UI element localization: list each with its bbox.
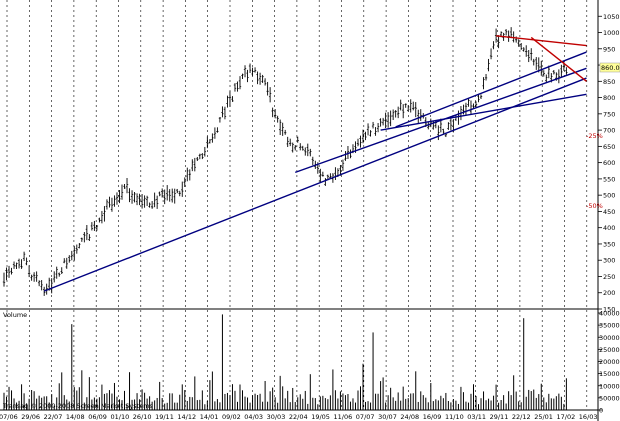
x-tick-label: 22/12 <box>512 413 531 421</box>
x-tick-label: 07/06 <box>0 413 18 421</box>
x-tick-label: 09/02 <box>222 413 241 421</box>
current-price-box <box>599 62 620 73</box>
price-tick-label: 600 <box>603 159 615 167</box>
price-tick-label: 300 <box>603 257 615 265</box>
price-axis: 150 200 250 300 350 400 450 500 550 600 650 700 750 8… <box>598 13 620 314</box>
volume-tick-label: 50000 <box>599 394 620 402</box>
x-tick-label: 29/06 <box>21 413 40 421</box>
copyright-text: Transaq © 2000-2008 Screen Market System… <box>2 402 153 410</box>
x-tick-label: 25/01 <box>534 413 553 421</box>
price-tick-label: 500 <box>603 192 615 200</box>
trendline <box>395 51 587 128</box>
volume-tick-label: 350000 <box>599 322 620 330</box>
x-axis: 07/06 29/06 22/07 14/08 06/09 01/10 26/10 19/11… <box>0 413 598 421</box>
x-tick-label: 07/07 <box>356 413 375 421</box>
price-tick-label: 400 <box>603 224 615 232</box>
current-price-label: 860.0 <box>601 64 620 72</box>
x-tick-label: 22/04 <box>289 413 308 421</box>
price-tick-label: 1000 <box>603 29 620 37</box>
trendline <box>43 77 587 292</box>
price-tick-label: 200 <box>603 289 615 297</box>
price-tick-label: 550 <box>603 175 615 183</box>
x-tick-label: 11/10 <box>445 413 464 421</box>
volume-tick-label: 300000 <box>599 334 620 342</box>
trendline <box>294 67 587 174</box>
price-tick-label: 700 <box>603 127 615 135</box>
x-tick-label: 30/03 <box>267 413 286 421</box>
x-tick-label: 14/01 <box>200 413 219 421</box>
price-tick-label: 250 <box>603 273 615 281</box>
trendlines <box>43 35 587 292</box>
x-tick-label: 29/11 <box>490 413 509 421</box>
volume-tick-label: 0 <box>599 407 603 415</box>
pct-25-label: -25% <box>586 132 603 140</box>
x-tick-label: 26/10 <box>133 413 152 421</box>
x-tick-label: 19/11 <box>155 413 174 421</box>
x-tick-label: 14/12 <box>177 413 196 421</box>
x-tick-label: 17/02 <box>557 413 576 421</box>
x-tick-label: 01/10 <box>111 413 130 421</box>
volume-label: Volume <box>3 311 27 319</box>
x-tick-label: 06/09 <box>88 413 107 421</box>
trendline <box>496 35 587 47</box>
price-tick-label: 800 <box>603 94 615 102</box>
vertical-grid <box>6 0 588 410</box>
trendline <box>380 93 587 131</box>
price-tick-label: 850 <box>603 78 615 86</box>
volume-axis: 0 50000 100000 150000 200000 250000 300000 3500… <box>598 310 620 415</box>
price-tick-label: 750 <box>603 110 615 118</box>
volume-tick-label: 250000 <box>599 346 620 354</box>
x-tick-label: 24/08 <box>400 413 419 421</box>
price-tick-label: 350 <box>603 240 615 248</box>
x-tick-label: 30/07 <box>378 413 397 421</box>
price-tick-label: 650 <box>603 143 615 151</box>
volume-tick-label: 200000 <box>599 358 620 366</box>
volume-bars <box>3 314 567 410</box>
volume-tick-label: 100000 <box>599 382 620 390</box>
x-tick-label: 16/03 <box>579 413 598 421</box>
trendline <box>530 36 587 82</box>
x-tick-label: 11/06 <box>334 413 353 421</box>
x-tick-label: 16/09 <box>423 413 442 421</box>
price-tick-label: 1050 <box>603 13 620 21</box>
price-tick-label: 450 <box>603 208 615 216</box>
x-tick-label: 04/03 <box>244 413 263 421</box>
volume-tick-label: 150000 <box>599 370 620 378</box>
price-tick-label: 950 <box>603 45 615 53</box>
x-tick-label: 03/11 <box>467 413 486 421</box>
pct-50-label: -50% <box>586 202 603 210</box>
x-tick-label: 19/05 <box>311 413 330 421</box>
price-tick-label: 150 <box>603 306 615 314</box>
x-tick-label: 14/08 <box>66 413 85 421</box>
price-candles <box>2 27 568 296</box>
x-tick-label: 22/07 <box>44 413 63 421</box>
